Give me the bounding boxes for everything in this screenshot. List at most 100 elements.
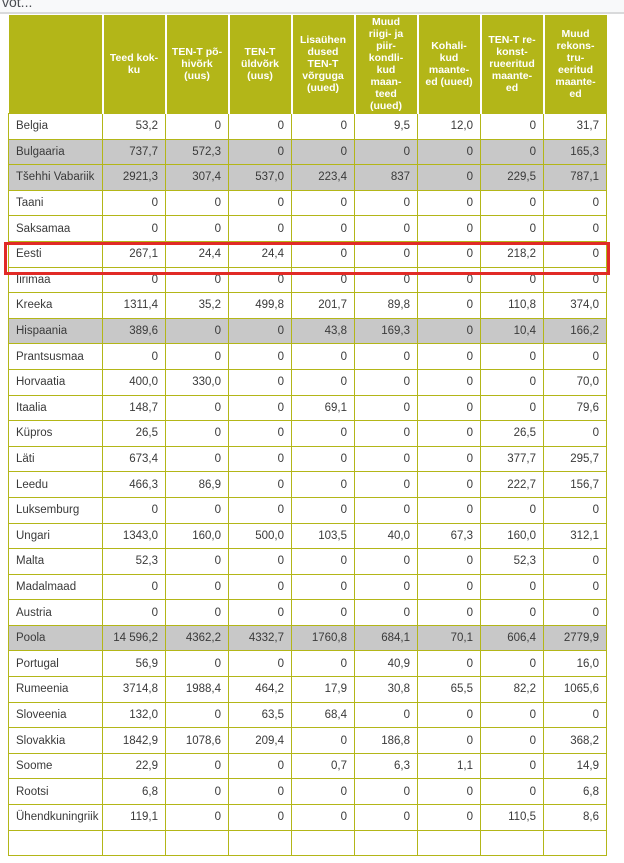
value-cell: 201,7	[291, 292, 355, 319]
value-cell: 63,5	[228, 701, 292, 729]
value-cell: 43,8	[291, 317, 355, 345]
country-cell: Rumeenia	[8, 676, 103, 703]
value-cell: 160,0	[165, 522, 229, 550]
table-row[interactable]: Läti 673,4 0 0 0 0 0 377,7 295,7	[8, 445, 607, 473]
table-row[interactable]: Kreeka 1311,4 35,2 499,8 201,7 89,8 0 110,8 374,…	[8, 292, 607, 319]
column-header: Muud riigi- ja piir- kondli- kud maan- t…	[353, 15, 418, 114]
value-cell: 0	[354, 240, 418, 268]
value-cell: 0	[228, 343, 292, 370]
value-cell: 0	[480, 573, 544, 601]
value-cell: 6,8	[102, 778, 166, 806]
country-cell: Portugal	[8, 650, 103, 678]
value-cell: 0	[291, 266, 355, 294]
value-cell: 0	[354, 189, 418, 217]
value-cell: 0	[417, 317, 481, 345]
table-row[interactable]: Tšehhi Vabariik 2921,3 307,4 537,0 223,4 837 0…	[8, 164, 607, 191]
value-cell: 0	[480, 368, 544, 396]
table-row[interactable]: Bulgaaria 737,7 572,3 0 0 0 0 0 165,3	[8, 138, 607, 166]
value-cell: 10,4	[480, 317, 544, 345]
value-cell: 0	[417, 496, 481, 524]
table-row[interactable]: Taani 0 0 0 0 0 0 0 0	[8, 189, 607, 217]
value-cell	[417, 829, 481, 857]
value-cell: 0	[417, 548, 481, 575]
table-row[interactable]: Saksamaa 0 0 0 0 0 0 0 0	[8, 215, 607, 242]
value-cell: 110,8	[480, 292, 544, 319]
value-cell: 0	[291, 138, 355, 166]
value-cell: 0	[354, 368, 418, 396]
value-cell: 0	[354, 804, 418, 831]
value-cell: 0	[354, 138, 418, 166]
table-row[interactable]: Hispaania 389,6 0 0 43,8 169,3 0 10,4 166,2	[8, 317, 607, 345]
table-row[interactable]: Soome 22,9 0 0 0,7 6,3 1,1 0 14,9	[8, 752, 607, 780]
value-cell: 0	[102, 599, 166, 626]
value-cell: 787,1	[543, 164, 607, 191]
value-cell	[228, 829, 292, 857]
table-row[interactable]: Poola 14 596,2 4362,2 4332,7 1760,8 684,1 70,1…	[8, 624, 607, 652]
value-cell: 0	[480, 138, 544, 166]
value-cell: 0	[417, 292, 481, 319]
value-cell: 0	[165, 804, 229, 831]
country-cell: Läti	[8, 445, 103, 473]
value-cell: 0	[480, 189, 544, 217]
country-cell: Itaalia	[8, 394, 103, 422]
value-cell: 1842,9	[102, 727, 166, 754]
table-row[interactable]: Ühendkuningriik 119,1 0 0 0 0 0 110,5 8,6	[8, 804, 607, 831]
value-cell: 0	[480, 215, 544, 242]
table-row[interactable]: Rootsi 6,8 0 0 0 0 0 0 6,8	[8, 778, 607, 806]
table-row[interactable]: Sloveenia 132,0 0 63,5 68,4 0 0 0 0	[8, 701, 607, 729]
table-row[interactable]: Luksemburg 0 0 0 0 0 0 0 0	[8, 496, 607, 524]
country-cell: Madalmaad	[8, 573, 103, 601]
table-row[interactable]: Eesti 267,1 24,4 24,4 0 0 0 218,2 0	[8, 240, 607, 268]
value-cell: 0	[165, 599, 229, 626]
value-cell: 0	[417, 701, 481, 729]
value-cell: 0	[543, 240, 607, 268]
value-cell: 218,2	[480, 240, 544, 268]
table-row[interactable]: Ungari 1343,0 160,0 500,0 103,5 40,0 67,3 160,0…	[8, 522, 607, 550]
table-row[interactable]: Rumeenia 3714,8 1988,4 464,2 17,9 30,8 65,5 82,…	[8, 676, 607, 703]
value-cell: 267,1	[102, 240, 166, 268]
value-cell: 160,0	[480, 522, 544, 550]
table-row[interactable]: Portugal 56,9 0 0 0 40,9 0 0 16,0	[8, 650, 607, 678]
table-row[interactable]: Malta 52,3 0 0 0 0 0 52,3 0	[8, 548, 607, 575]
table-row[interactable]: Prantsusmaa 0 0 0 0 0 0 0 0	[8, 343, 607, 370]
table-row[interactable]: Itaalia 148,7 0 0 69,1 0 0 0 79,6	[8, 394, 607, 422]
value-cell: 166,2	[543, 317, 607, 345]
value-cell: 24,4	[165, 240, 229, 268]
value-cell: 0	[354, 778, 418, 806]
value-cell: 0	[165, 215, 229, 242]
value-cell: 0	[228, 189, 292, 217]
table-row[interactable]: Küpros 26,5 0 0 0 0 0 26,5 0	[8, 420, 607, 447]
value-cell: 0,7	[291, 752, 355, 780]
table-row[interactable]: Horvaatia 400,0 330,0 0 0 0 0 0 70,0	[8, 368, 607, 396]
value-cell: 0	[417, 394, 481, 422]
column-header: TEN-T üldvõrk (uus)	[227, 15, 292, 114]
value-cell: 0	[291, 599, 355, 626]
value-cell: 1065,6	[543, 676, 607, 703]
table-row[interactable]: Madalmaad 0 0 0 0 0 0 0 0	[8, 573, 607, 601]
table-row[interactable]: Belgia 53,2 0 0 0 9,5 12,0 0 31,7	[8, 113, 607, 140]
value-cell: 0	[417, 215, 481, 242]
table-row[interactable]: Leedu 466,3 86,9 0 0 0 0 222,7 156,7	[8, 471, 607, 498]
country-cell: Rootsi	[8, 778, 103, 806]
value-cell	[102, 829, 166, 857]
table-row[interactable]: Slovakkia 1842,9 1078,6 209,4 0 186,8 0 0 368,2	[8, 727, 607, 754]
country-cell: Prantsusmaa	[8, 343, 103, 370]
value-cell: 0	[543, 701, 607, 729]
country-cell: Soome	[8, 752, 103, 780]
table-row[interactable]: Iirimaa 0 0 0 0 0 0 0 0	[8, 266, 607, 294]
value-cell: 0	[480, 496, 544, 524]
value-cell: 0	[417, 368, 481, 396]
value-cell: 0	[354, 215, 418, 242]
value-cell: 0	[417, 343, 481, 370]
value-cell: 156,7	[543, 471, 607, 498]
value-cell: 0	[228, 445, 292, 473]
value-cell: 0	[165, 701, 229, 729]
value-cell: 606,4	[480, 624, 544, 652]
value-cell: 499,8	[228, 292, 292, 319]
table-row-partial	[8, 829, 607, 857]
value-cell: 0	[480, 752, 544, 780]
column-header: Teed kok- ku	[101, 15, 166, 114]
value-cell: 312,1	[543, 522, 607, 550]
table-row[interactable]: Austria 0 0 0 0 0 0 0 0	[8, 599, 607, 626]
